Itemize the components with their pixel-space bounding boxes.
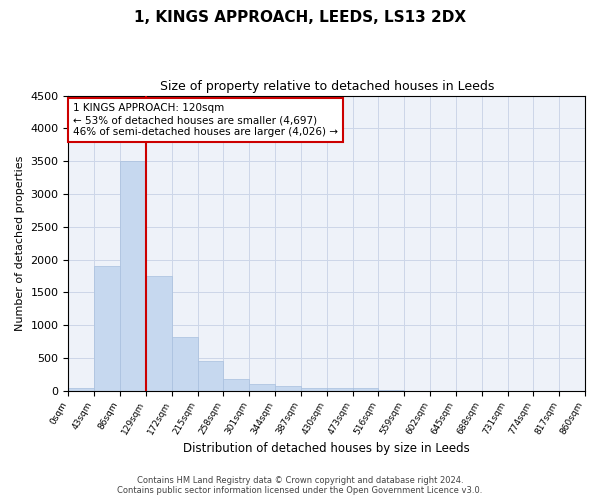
Bar xyxy=(94,266,120,390)
X-axis label: Distribution of detached houses by size in Leeds: Distribution of detached houses by size … xyxy=(184,442,470,455)
Bar xyxy=(120,161,146,390)
Bar xyxy=(197,361,223,390)
Bar xyxy=(172,336,197,390)
Bar xyxy=(223,379,249,390)
Bar xyxy=(146,276,172,390)
Text: 1 KINGS APPROACH: 120sqm
← 53% of detached houses are smaller (4,697)
46% of sem: 1 KINGS APPROACH: 120sqm ← 53% of detach… xyxy=(73,104,338,136)
Y-axis label: Number of detached properties: Number of detached properties xyxy=(15,156,25,331)
Bar xyxy=(327,388,353,390)
Bar xyxy=(249,384,275,390)
Text: Contains HM Land Registry data © Crown copyright and database right 2024.
Contai: Contains HM Land Registry data © Crown c… xyxy=(118,476,482,495)
Text: 1, KINGS APPROACH, LEEDS, LS13 2DX: 1, KINGS APPROACH, LEEDS, LS13 2DX xyxy=(134,10,466,25)
Bar xyxy=(275,386,301,390)
Bar xyxy=(353,388,379,390)
Bar xyxy=(301,388,327,390)
Bar xyxy=(68,388,94,390)
Title: Size of property relative to detached houses in Leeds: Size of property relative to detached ho… xyxy=(160,80,494,93)
